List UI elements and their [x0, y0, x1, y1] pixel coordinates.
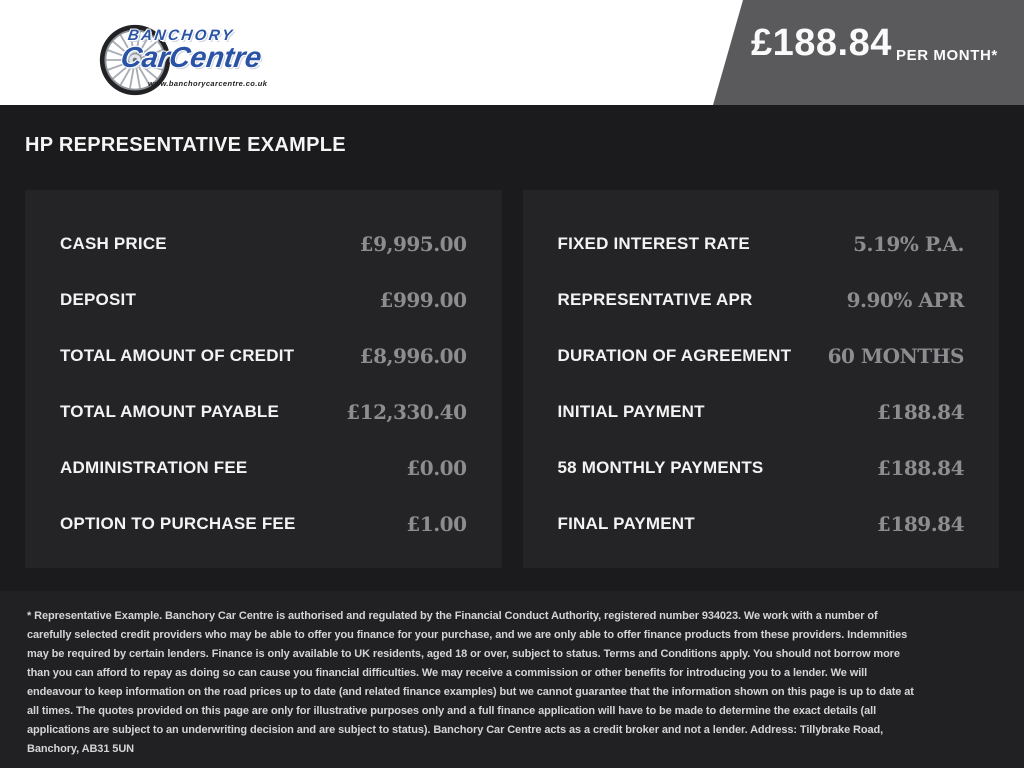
disclaimer-section: * Representative Example. Banchory Car C…	[0, 591, 1024, 768]
finance-value: 60 MONTHS	[827, 344, 965, 368]
finance-value: 5.19% P.A.	[853, 232, 964, 256]
finance-label: CASH PRICE	[60, 234, 167, 253]
finance-row-duration: DURATION OF AGREEMENT 60 MONTHS	[558, 328, 965, 384]
finance-row-deposit: DEPOSIT £999.00	[60, 272, 467, 328]
finance-value: 9.90% APR	[846, 288, 965, 312]
page-title: HP REPRESENTATIVE EXAMPLE	[25, 134, 346, 156]
finance-row-total-payable: TOTAL AMOUNT PAYABLE £12,330.40	[60, 384, 467, 440]
finance-row-admin-fee: ADMINISTRATION FEE £0.00	[60, 440, 467, 496]
finance-value: £188.84	[877, 456, 964, 480]
finance-label: FINAL PAYMENT	[557, 514, 695, 533]
header-bar: BANCHORY CarCentre www.banchorycarcentre…	[0, 0, 1024, 105]
logo-text-carcentre: CarCentre	[118, 42, 264, 74]
finance-row-final-payment: FINAL PAYMENT £189.84	[558, 496, 965, 552]
finance-row-option-fee: OPTION TO PURCHASE FEE £1.00	[60, 496, 467, 552]
finance-label: TOTAL AMOUNT OF CREDIT	[60, 346, 295, 365]
finance-row-apr: REPRESENTATIVE APR 9.90% APR	[558, 272, 965, 328]
finance-value: £9,995.00	[359, 232, 467, 256]
finance-value: £189.84	[877, 512, 964, 536]
per-month-label: PER MONTH*	[896, 47, 998, 64]
finance-label: TOTAL AMOUNT PAYABLE	[60, 402, 280, 421]
finance-value: £0.00	[406, 456, 467, 480]
monthly-price-banner: £188.84 PER MONTH*	[713, 0, 1024, 105]
finance-row-cash-price: CASH PRICE £9,995.00	[60, 216, 467, 272]
finance-label: OPTION TO PURCHASE FEE	[60, 514, 296, 533]
disclaimer-text: * Representative Example. Banchory Car C…	[27, 610, 914, 755]
finance-label: DEPOSIT	[60, 290, 137, 309]
banchory-car-centre-logo: BANCHORY CarCentre www.banchorycarcentre…	[98, 21, 288, 99]
finance-row-initial-payment: INITIAL PAYMENT £188.84	[558, 384, 965, 440]
finance-value: £8,996.00	[359, 344, 467, 368]
finance-panels: CASH PRICE £9,995.00 DEPOSIT £999.00 TOT…	[25, 190, 999, 568]
finance-panel-left: CASH PRICE £9,995.00 DEPOSIT £999.00 TOT…	[25, 190, 502, 568]
finance-row-monthly-payments: 58 MONTHLY PAYMENTS £188.84	[558, 440, 965, 496]
finance-value: £999.00	[379, 288, 467, 312]
finance-row-total-credit: TOTAL AMOUNT OF CREDIT £8,996.00	[60, 328, 467, 384]
finance-value: £1.00	[406, 512, 467, 536]
alloy-wheel-icon	[99, 24, 171, 96]
finance-row-interest-rate: FIXED INTEREST RATE 5.19% P.A.	[558, 216, 965, 272]
logo-website-url: www.banchorycarcentre.co.uk	[148, 79, 268, 88]
finance-label: FIXED INTEREST RATE	[557, 234, 750, 253]
finance-label: 58 MONTHLY PAYMENTS	[557, 458, 764, 477]
finance-label: ADMINISTRATION FEE	[60, 458, 248, 477]
finance-label: REPRESENTATIVE APR	[557, 290, 753, 309]
finance-label: DURATION OF AGREEMENT	[557, 346, 792, 365]
finance-value: £188.84	[877, 400, 964, 424]
monthly-price: £188.84	[751, 22, 892, 64]
finance-panel-right: FIXED INTEREST RATE 5.19% P.A. REPRESENT…	[522, 190, 999, 568]
finance-value: £12,330.40	[346, 400, 467, 424]
finance-label: INITIAL PAYMENT	[557, 402, 705, 421]
